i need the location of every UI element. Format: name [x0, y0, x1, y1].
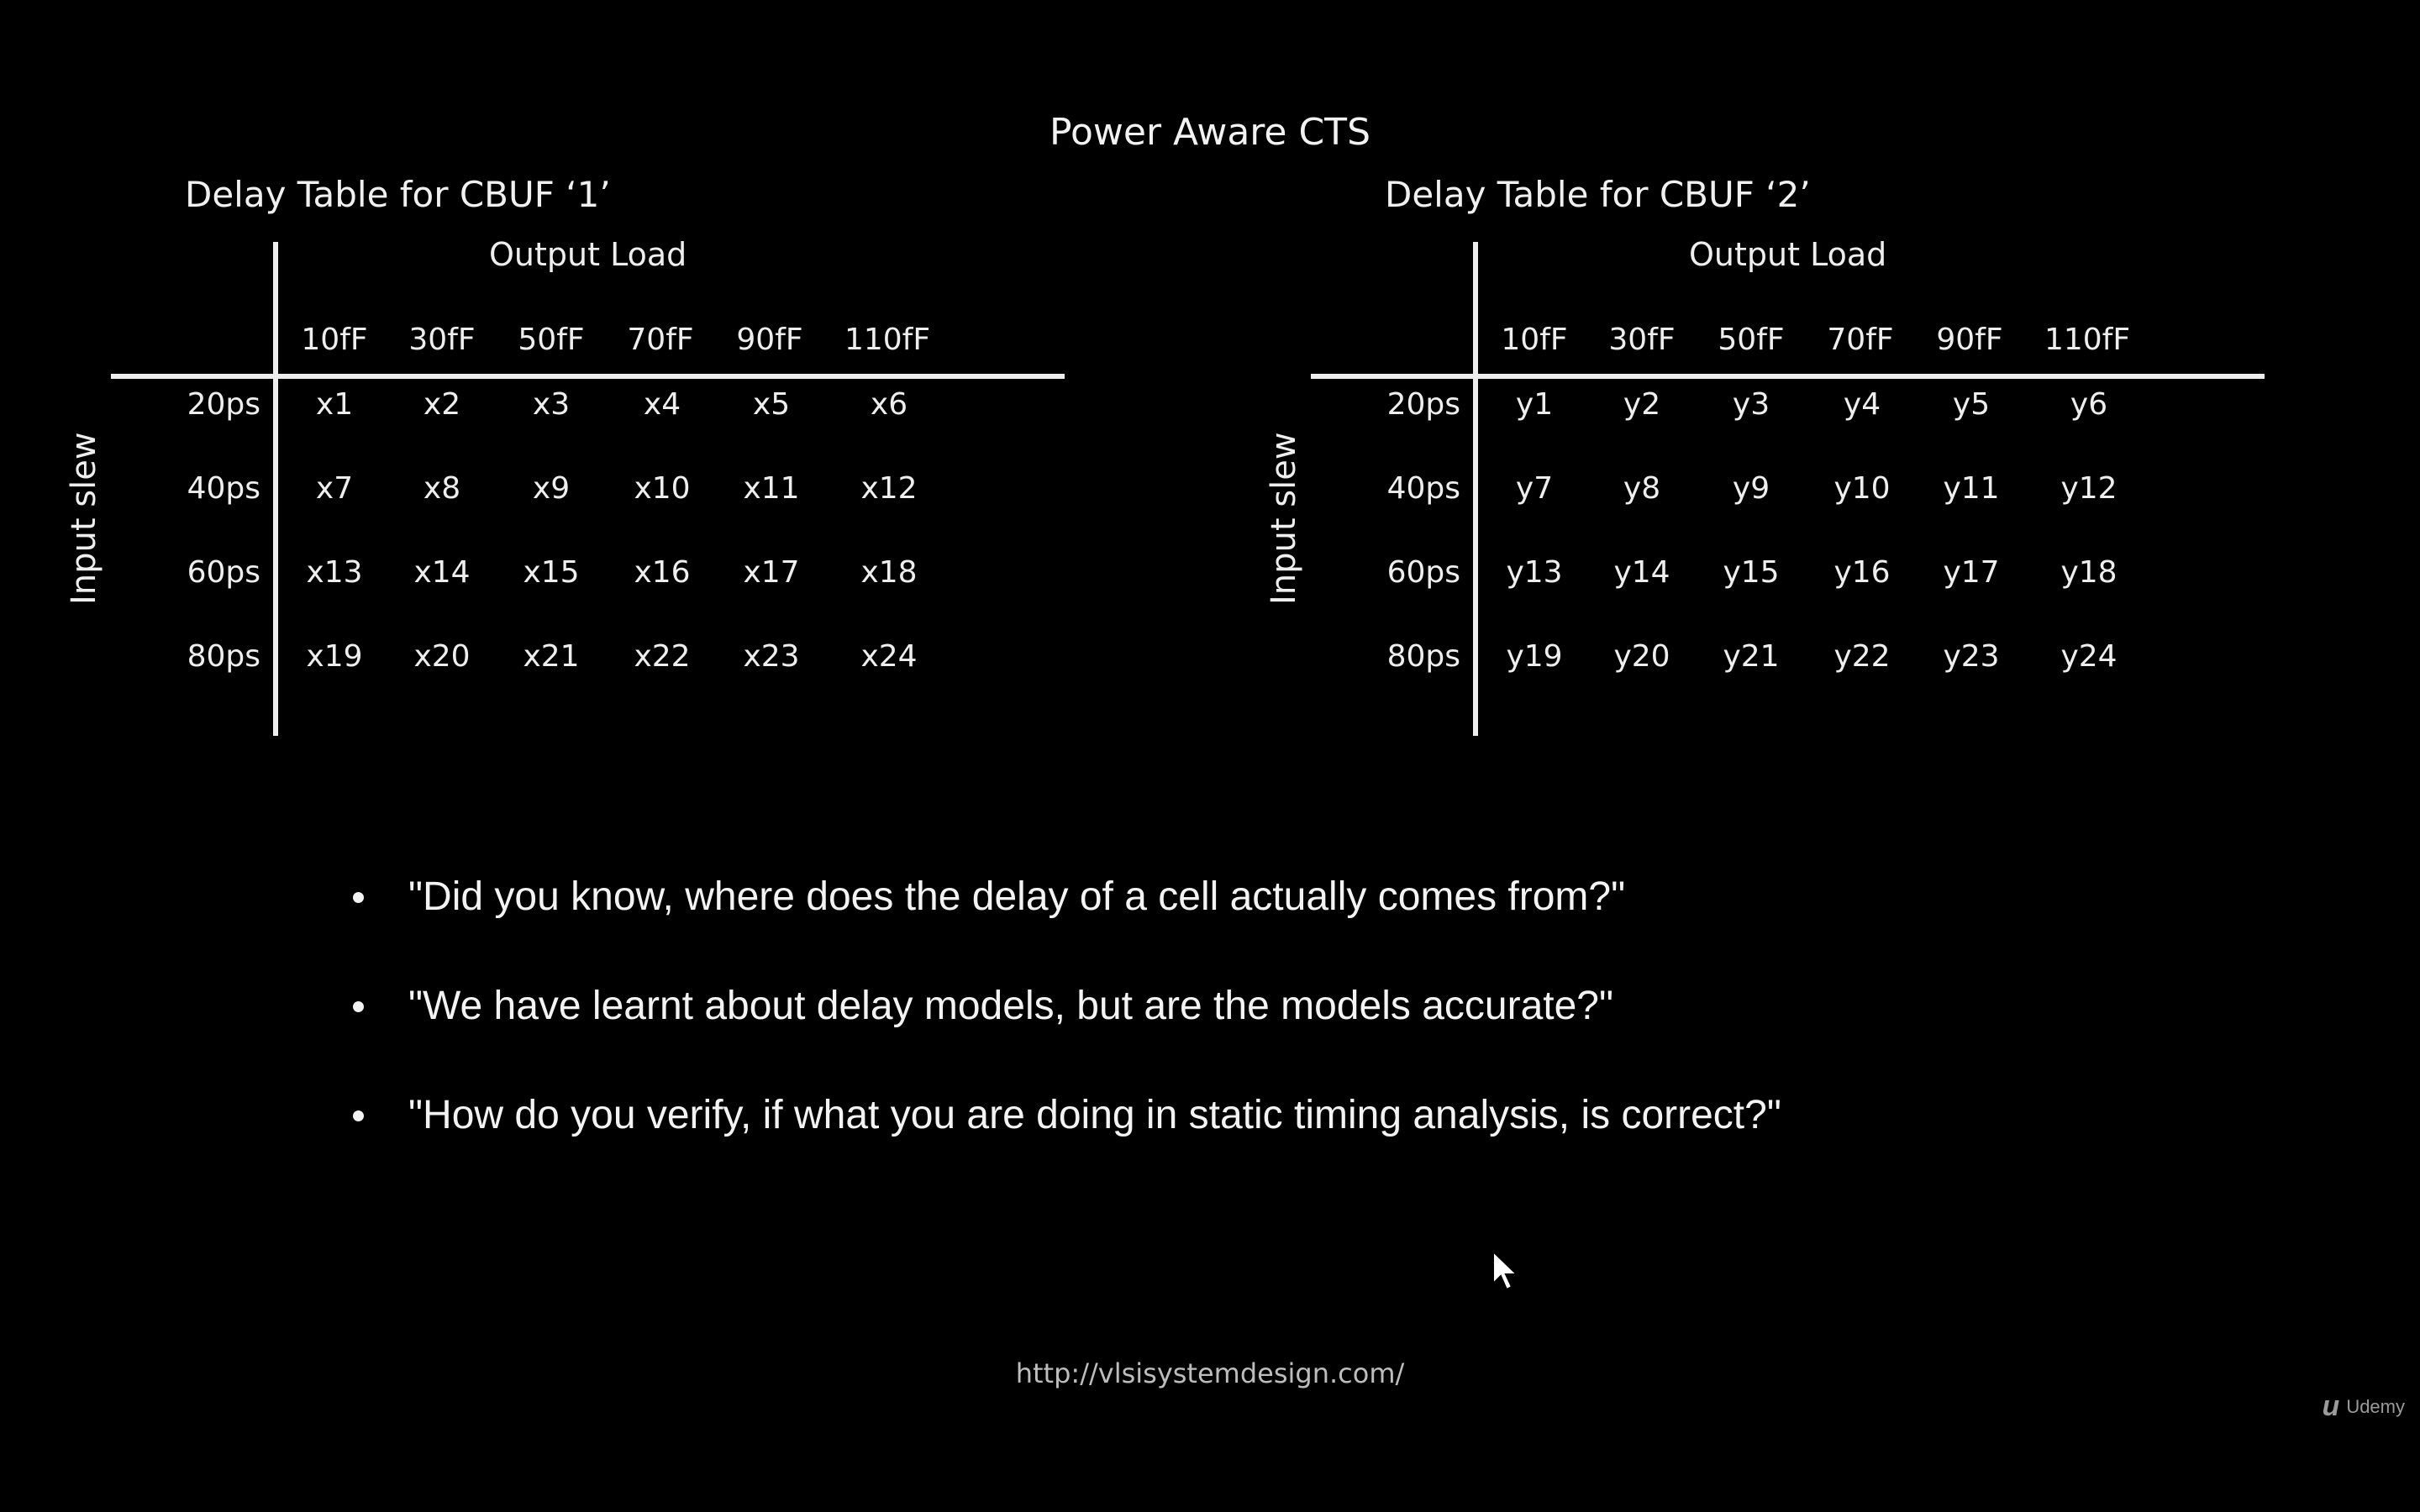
table-cell: y4 [1843, 387, 1881, 422]
table-cell: y3 [1732, 387, 1770, 422]
table-cell: y18 [2060, 555, 2118, 590]
row-header: 40ps [187, 471, 260, 506]
bullet-text: "Did you know, where does the delay of a… [408, 874, 1626, 919]
table-cell: y9 [1732, 471, 1770, 506]
column-header: 10fF [1501, 323, 1568, 357]
table-vertical-axis-line [273, 242, 278, 736]
table-cell: x10 [634, 471, 691, 506]
table-cell: y5 [1952, 387, 1991, 422]
bullet-text: "We have learnt about delay models, but … [408, 984, 1614, 1028]
table-cell: y2 [1623, 387, 1661, 422]
row-header: 40ps [1386, 471, 1460, 506]
table-cell: x24 [860, 639, 918, 674]
table-cell: x5 [752, 387, 791, 422]
row-header: 80ps [187, 639, 260, 674]
table-cell: x7 [315, 471, 354, 506]
table-horizontal-axis-line [111, 374, 1065, 379]
delay-table-cbuf-2: Delay Table for CBUF ‘2’ Output Load Input… [1265, 168, 2360, 756]
table-cell: x13 [306, 555, 363, 590]
table-cell: x21 [523, 639, 580, 674]
column-header: 10fF [301, 323, 368, 357]
bullet-list: "Did you know, where does the delay of a… [353, 857, 2202, 1184]
table-cell: x14 [413, 555, 471, 590]
table-horizontal-axis-line [1311, 374, 2265, 379]
table-cell: y20 [1613, 639, 1670, 674]
table-cell: y19 [1506, 639, 1563, 674]
bullet-dot [353, 1110, 364, 1121]
table-cell: x17 [743, 555, 800, 590]
column-header: 30fF [1608, 323, 1676, 357]
table-cell: x1 [315, 387, 354, 422]
table-cell: x8 [423, 471, 461, 506]
row-header: 80ps [1386, 639, 1460, 674]
table-cell: x19 [306, 639, 363, 674]
table-cell: y1 [1515, 387, 1554, 422]
output-load-label: Output Load [1689, 236, 1887, 273]
table-cell: y24 [2060, 639, 2118, 674]
row-header: 60ps [1386, 555, 1460, 590]
udemy-logo-text: Udemy [2346, 1395, 2405, 1417]
table-cell: x15 [523, 555, 580, 590]
column-header: 70fF [1827, 323, 1894, 357]
table-cell: x6 [870, 387, 908, 422]
table-cell: y22 [1833, 639, 1891, 674]
mouse-pointer-icon [1492, 1250, 1519, 1291]
table-cell: x18 [860, 555, 918, 590]
table-title: Delay Table for CBUF ‘2’ [1385, 174, 1811, 215]
udemy-logo-mark: u [2322, 1390, 2340, 1422]
table-cell: x9 [532, 471, 571, 506]
table-title: Delay Table for CBUF ‘1’ [185, 174, 611, 215]
column-header: 70fF [627, 323, 694, 357]
table-cell: y12 [2060, 471, 2118, 506]
column-header: 50fF [1718, 323, 1785, 357]
column-header: 30fF [408, 323, 476, 357]
table-cell: x16 [634, 555, 691, 590]
bullet-text: "How do you verify, if what you are doin… [408, 1093, 1781, 1137]
input-slew-label: Input slew [1265, 432, 1303, 605]
column-header: 90fF [736, 323, 803, 357]
column-header: 110fF [2044, 323, 2131, 357]
row-header: 20ps [1386, 387, 1460, 422]
table-cell: y16 [1833, 555, 1891, 590]
delay-table-cbuf-1: Delay Table for CBUF ‘1’ Output Load Input… [65, 168, 1160, 756]
table-cell: y10 [1833, 471, 1891, 506]
table-cell: y23 [1943, 639, 2000, 674]
table-cell: y15 [1723, 555, 1780, 590]
output-load-label: Output Load [489, 236, 687, 273]
table-cell: x20 [413, 639, 471, 674]
table-cell: y6 [2070, 387, 2108, 422]
column-header: 110fF [844, 323, 931, 357]
table-cell: y14 [1613, 555, 1670, 590]
table-cell: x2 [423, 387, 461, 422]
column-header: 90fF [1936, 323, 2003, 357]
table-cell: y17 [1943, 555, 2000, 590]
table-cell: x4 [643, 387, 681, 422]
table-cell: x3 [532, 387, 571, 422]
bullet-item: "How do you verify, if what you are doin… [353, 1075, 2202, 1184]
column-header: 50fF [518, 323, 585, 357]
bullet-dot [353, 1001, 364, 1012]
table-cell: y7 [1515, 471, 1554, 506]
table-cell: x22 [634, 639, 691, 674]
bullet-item: "We have learnt about delay models, but … [353, 966, 2202, 1075]
table-cell: y21 [1723, 639, 1780, 674]
table-cell: x23 [743, 639, 800, 674]
table-cell: x12 [860, 471, 918, 506]
footer-url[interactable]: http://vlsisystemdesign.com/ [1015, 1357, 1405, 1389]
input-slew-label: Input slew [65, 432, 103, 605]
table-vertical-axis-line [1473, 242, 1478, 736]
table-cell: y11 [1943, 471, 2000, 506]
table-cell: x11 [743, 471, 800, 506]
row-header: 20ps [187, 387, 260, 422]
udemy-logo: u Udemy [2323, 1390, 2405, 1423]
bullet-dot [353, 892, 364, 903]
slide-title: Power Aware CTS [1050, 111, 1370, 154]
bullet-item: "Did you know, where does the delay of a… [353, 857, 2202, 966]
row-header: 60ps [187, 555, 260, 590]
table-cell: y13 [1506, 555, 1563, 590]
table-cell: y8 [1623, 471, 1661, 506]
